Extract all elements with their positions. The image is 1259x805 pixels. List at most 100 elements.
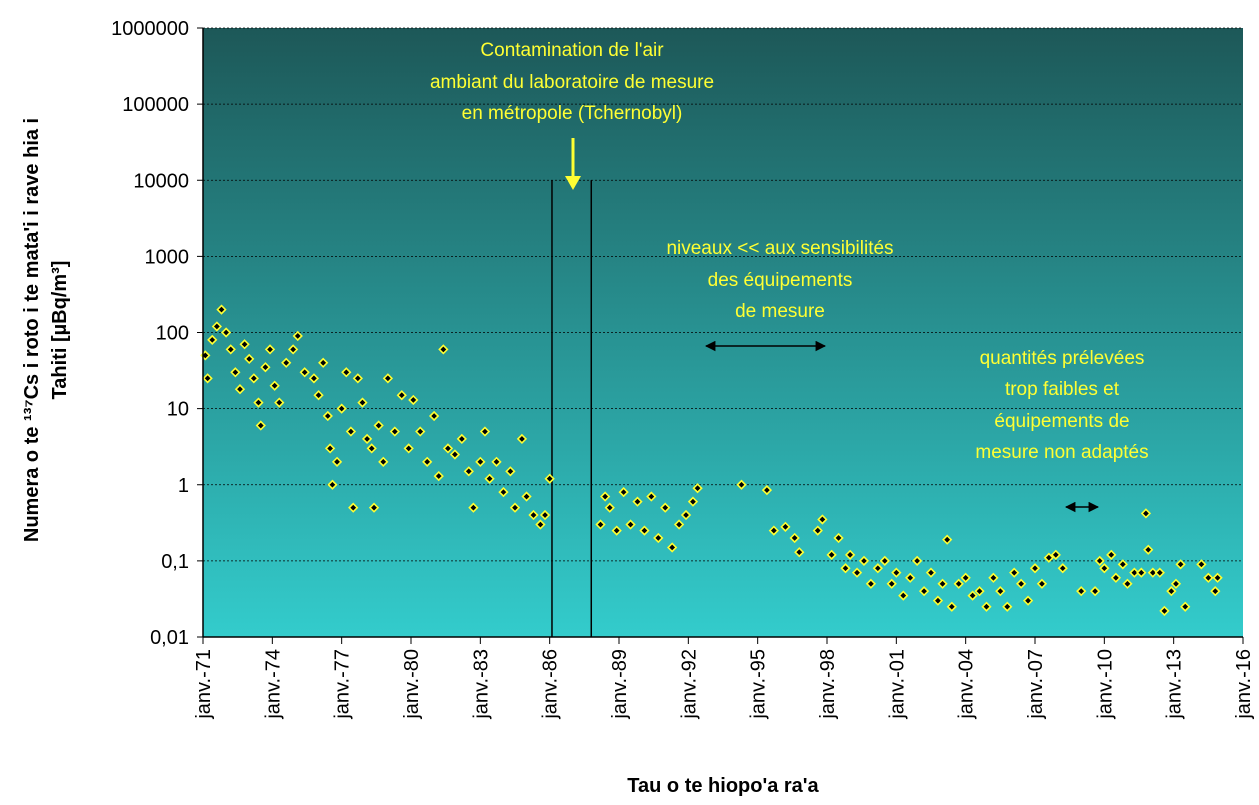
data-point xyxy=(264,344,276,355)
y-tick-label: 0,1 xyxy=(161,551,189,573)
x-tick-label: janv.-13 xyxy=(1164,649,1186,720)
data-point xyxy=(794,547,805,558)
data-point xyxy=(521,491,532,502)
x-tick-label: janv.-04 xyxy=(956,649,978,720)
data-point xyxy=(324,443,336,454)
data-point xyxy=(468,502,479,513)
data-point xyxy=(625,519,636,530)
data-point xyxy=(865,578,877,589)
data-point xyxy=(942,534,953,545)
x-tick-label: janv.-80 xyxy=(401,649,423,720)
data-point xyxy=(389,426,400,437)
data-point xyxy=(1002,601,1013,612)
data-point xyxy=(288,344,299,355)
data-point xyxy=(244,353,255,365)
data-point xyxy=(918,586,930,597)
x-tick-label: janv.-71 xyxy=(193,649,215,720)
data-point xyxy=(292,330,303,342)
data-point xyxy=(1212,572,1223,583)
data-point xyxy=(660,502,671,513)
y-tick-label: 1000000 xyxy=(111,18,189,40)
data-point xyxy=(341,367,352,378)
data-point xyxy=(768,525,779,536)
data-point xyxy=(1117,559,1128,570)
data-point xyxy=(995,586,1006,597)
data-point xyxy=(366,443,377,454)
data-point xyxy=(373,420,384,431)
data-point xyxy=(1159,605,1170,617)
data-point xyxy=(403,443,414,454)
data-point xyxy=(336,403,347,414)
data-point xyxy=(1099,563,1110,574)
data-point xyxy=(1170,578,1182,589)
annotation: de mesure xyxy=(735,301,825,322)
data-point xyxy=(692,483,703,494)
data-point xyxy=(331,456,343,467)
data-point xyxy=(516,433,528,445)
data-point xyxy=(352,373,363,384)
data-point xyxy=(667,542,678,553)
data-point xyxy=(327,479,338,490)
data-point xyxy=(988,572,999,583)
data-point xyxy=(475,456,486,467)
data-point xyxy=(872,563,883,574)
data-point xyxy=(505,466,516,477)
data-point xyxy=(604,502,615,513)
data-point xyxy=(1203,572,1214,583)
y-tick-label: 1000 xyxy=(145,246,190,268)
data-point xyxy=(632,496,643,507)
x-tick-label: janv.-92 xyxy=(678,649,700,720)
data-point xyxy=(905,572,916,583)
data-point xyxy=(981,601,992,612)
data-point xyxy=(1147,567,1159,578)
data-point xyxy=(833,532,844,544)
data-point xyxy=(886,578,897,589)
data-point xyxy=(253,397,264,408)
data-point xyxy=(368,502,380,513)
data-point xyxy=(1122,578,1133,589)
data-point xyxy=(509,502,521,513)
data-point xyxy=(479,426,491,437)
data-point xyxy=(595,519,606,530)
data-point xyxy=(789,532,800,544)
data-point xyxy=(345,426,357,437)
data-point xyxy=(318,357,329,368)
data-point xyxy=(932,595,944,606)
data-point xyxy=(463,466,474,477)
data-point xyxy=(953,578,964,589)
annotation: des équipements xyxy=(708,270,853,291)
data-point xyxy=(646,491,657,502)
data-point xyxy=(357,397,368,408)
data-point xyxy=(260,362,271,373)
data-point xyxy=(687,496,699,507)
data-point xyxy=(361,433,373,445)
annotation: niveaux << aux sensibilités xyxy=(666,238,893,259)
data-point xyxy=(680,509,692,521)
annotation: ambiant du laboratoire de mesure xyxy=(430,72,714,93)
data-point xyxy=(974,586,985,597)
data-point xyxy=(937,578,948,589)
data-point xyxy=(639,525,650,536)
data-point xyxy=(1129,567,1140,578)
x-tick-label: janv.-01 xyxy=(886,649,908,720)
annotation: en métropole (Tchernobyl) xyxy=(462,103,683,124)
data-point xyxy=(216,304,227,315)
y-tick-label: 100 xyxy=(156,323,189,345)
data-point xyxy=(396,390,407,401)
data-point xyxy=(1029,563,1041,574)
data-point xyxy=(736,479,747,490)
data-point xyxy=(1057,563,1068,574)
data-point xyxy=(618,486,629,498)
data-point xyxy=(202,373,213,384)
data-point xyxy=(1050,549,1061,560)
annotation: quantités prélevées xyxy=(980,348,1145,369)
data-point xyxy=(1196,559,1207,570)
annotation: trop faibles et xyxy=(1005,379,1120,400)
data-point xyxy=(1009,567,1020,578)
data-point xyxy=(1015,578,1027,589)
data-point xyxy=(780,521,791,532)
x-tick-label: janv.-74 xyxy=(262,649,284,720)
data-point xyxy=(484,473,495,484)
data-point xyxy=(539,509,551,521)
